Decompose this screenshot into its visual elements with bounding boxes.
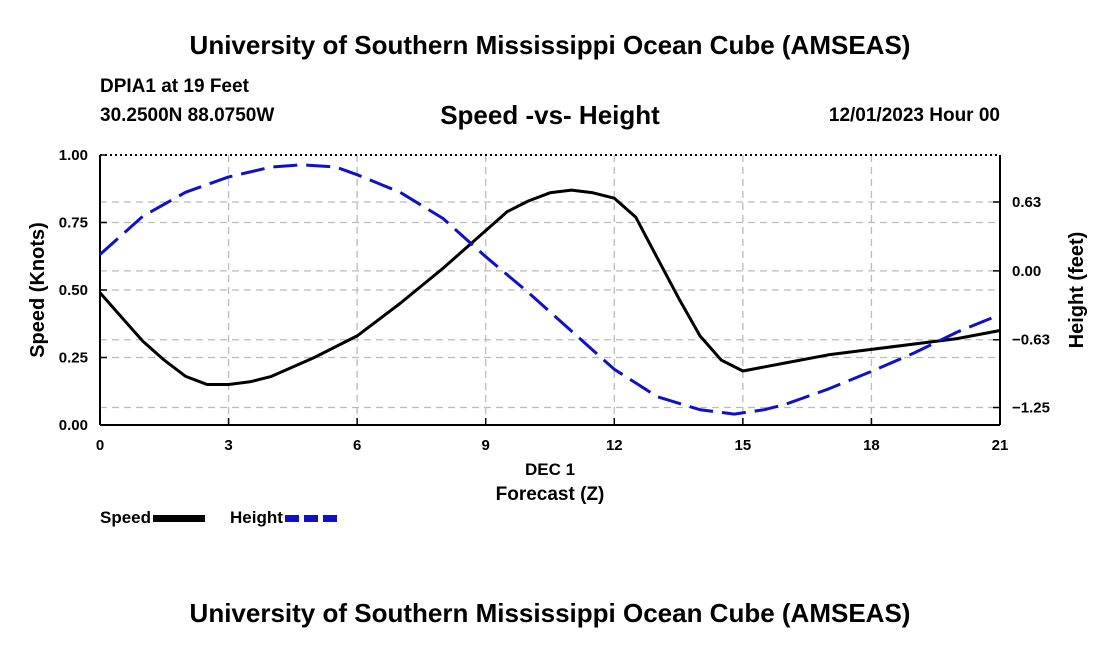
y-left-axis-title: Speed (Knots) <box>27 222 49 358</box>
y-left-tick-label: 0.50 <box>59 282 88 299</box>
station-label: DPIA1 at 19 Feet <box>100 76 249 97</box>
legend-height-swatch <box>284 514 337 522</box>
x-tick-label: 21 <box>992 437 1009 454</box>
y-left-tick-label: 0.75 <box>59 215 88 232</box>
x-tick-label: 0 <box>96 437 104 454</box>
y-right-axis-title: Height (feet) <box>1066 232 1088 349</box>
station-coordinates: 30.2500N 88.0750W <box>100 105 275 126</box>
x-tick-label: 12 <box>606 437 623 454</box>
x-axis-date-label: DEC 1 <box>525 460 575 479</box>
y-right-tick-label: 0.63 <box>1012 194 1041 211</box>
chart-title: University of Southern Mississippi Ocean… <box>189 30 911 60</box>
x-tick-label: 9 <box>482 437 490 454</box>
x-axis-title: Forecast (Z) <box>496 484 605 505</box>
y-left-tick-label: 0.00 <box>59 417 88 434</box>
y-right-tick-label: −0.63 <box>1012 332 1050 349</box>
y-right-tick-label: −1.25 <box>1012 400 1050 417</box>
chart-subtitle: Speed -vs- Height <box>440 100 660 130</box>
legend-height-label: Height <box>230 508 283 527</box>
series-line-height <box>99 163 1001 416</box>
x-tick-label: 18 <box>863 437 880 454</box>
legend-speed: Speed <box>100 508 206 528</box>
legend-height: Height <box>230 508 337 528</box>
legend-speed-swatch <box>153 514 206 522</box>
y-left-tick-label: 0.25 <box>59 350 88 367</box>
legend-speed-label: Speed <box>100 508 152 527</box>
x-tick-label: 6 <box>353 437 361 454</box>
footer-title: University of Southern Mississippi Ocean… <box>189 598 911 628</box>
y-left-tick-label: 1.00 <box>59 147 88 164</box>
x-tick-label: 3 <box>224 437 232 454</box>
y-right-tick-label: 0.00 <box>1012 263 1041 280</box>
x-tick-label: 15 <box>735 437 752 454</box>
series-line-speed <box>98 188 1001 386</box>
forecast-datetime: 12/01/2023 Hour 00 <box>828 105 1000 126</box>
